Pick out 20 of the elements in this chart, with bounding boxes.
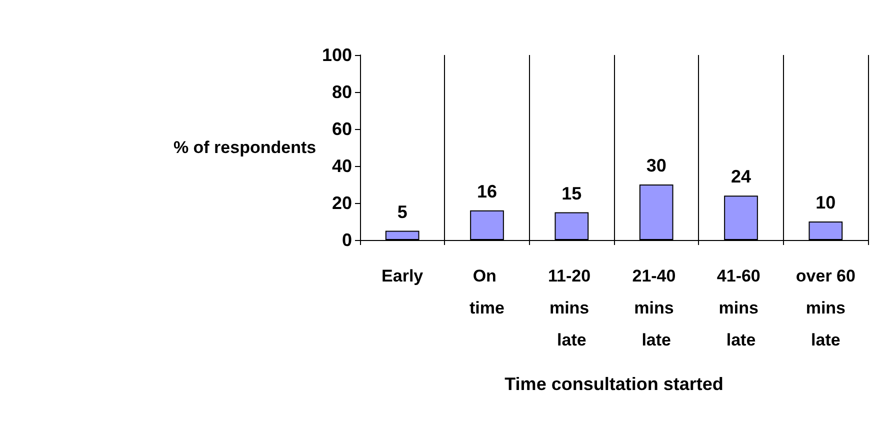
x-tick-label: 41-60 mins late xyxy=(716,266,766,350)
y-tick-label: 80 xyxy=(332,82,352,102)
data-label: 24 xyxy=(730,166,752,187)
y-tick-label: 60 xyxy=(332,119,352,139)
y-tick-label: 0 xyxy=(342,230,352,250)
data-label: 15 xyxy=(562,183,582,204)
data-label: 5 xyxy=(397,202,408,222)
data-label: 16 xyxy=(476,181,498,202)
data-label: 30 xyxy=(646,156,666,176)
x-tick-label: over 60 mins late xyxy=(796,266,856,350)
x-tick-label: 21-40 mins late xyxy=(632,266,680,350)
y-axis-title: % of respondents xyxy=(173,138,316,157)
x-axis-title: Time consultation started xyxy=(504,374,724,394)
y-tick-label: 20 xyxy=(332,193,352,213)
x-tick-label: On time xyxy=(470,266,504,318)
data-label: 10 xyxy=(816,192,836,212)
y-tick-label: 40 xyxy=(332,156,352,176)
x-tick-label: 11-20 mins late xyxy=(548,266,596,350)
x-tick-label: Early xyxy=(382,266,424,286)
y-tick-label: 100 xyxy=(322,45,352,65)
